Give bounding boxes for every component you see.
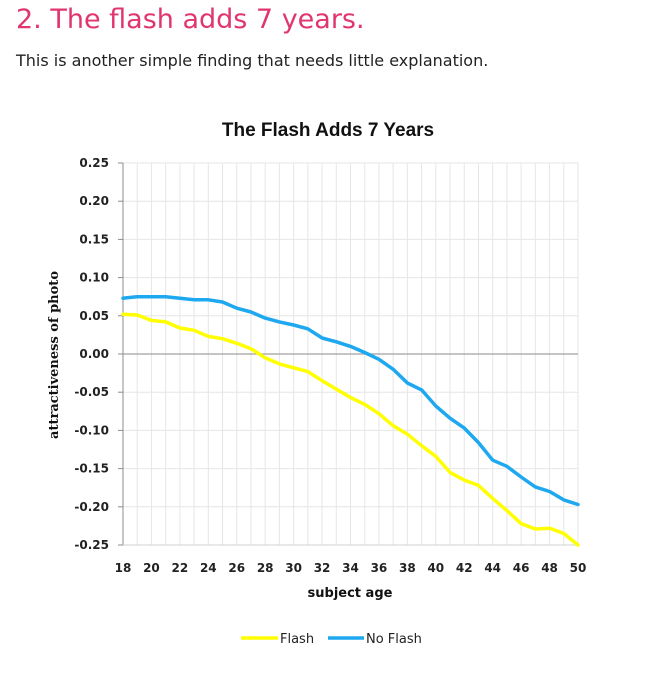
x-tick-label: 38 — [399, 561, 416, 575]
x-tick-label: 48 — [541, 561, 558, 575]
x-tick-label: 44 — [484, 561, 501, 575]
intro-paragraph: This is another simple finding that need… — [16, 51, 489, 70]
x-tick-label: 32 — [314, 561, 331, 575]
x-tick-label: 28 — [257, 561, 274, 575]
series-line-no-flash — [121, 294, 580, 507]
y-tick-label: 0.25 — [79, 156, 109, 170]
legend-label-flash: Flash — [280, 632, 314, 647]
x-axis-label: subject age — [308, 586, 393, 601]
legend-label-no-flash: No Flash — [366, 632, 422, 647]
axes — [118, 162, 578, 546]
x-tick-label: 36 — [371, 561, 388, 575]
x-tick-label: 42 — [456, 561, 473, 575]
y-tick-label: 0.05 — [79, 309, 109, 323]
section-heading: 2. The flash adds 7 years. — [16, 4, 365, 35]
x-tick-label: 18 — [115, 561, 132, 575]
y-tick-label: -0.20 — [74, 500, 109, 514]
y-tick-label: -0.15 — [74, 462, 109, 476]
tick-labels: 0.25 0.20 0.15 0.10 0.05 0.00 -0.05 -0.10 -0.15 -… — [74, 156, 586, 575]
x-tick-label: 30 — [285, 561, 302, 575]
y-tick-label: 0.15 — [79, 232, 109, 246]
legend: Flash No Flash — [241, 632, 422, 647]
chart-title: The Flash Adds 7 Years — [222, 120, 434, 141]
x-tick-label: 24 — [200, 561, 217, 575]
y-tick-label: -0.10 — [74, 423, 109, 437]
y-axis-label: attractiveness of photo — [47, 271, 62, 439]
x-tick-label: 22 — [172, 561, 189, 575]
x-tick-label: 40 — [427, 561, 444, 575]
x-tick-label: 26 — [228, 561, 245, 575]
x-tick-label: 50 — [570, 561, 587, 575]
x-tick-label: 34 — [342, 561, 359, 575]
x-tick-label: 46 — [513, 561, 530, 575]
series-lines — [121, 294, 580, 547]
series-line-flash — [121, 312, 580, 547]
y-tick-label: 0.20 — [79, 194, 109, 208]
y-tick-label: 0.00 — [79, 347, 109, 361]
x-tick-label: 20 — [143, 561, 160, 575]
y-tick-label: -0.05 — [74, 385, 109, 399]
y-tick-label: 0.10 — [79, 271, 109, 285]
y-tick-label: -0.25 — [74, 538, 109, 552]
